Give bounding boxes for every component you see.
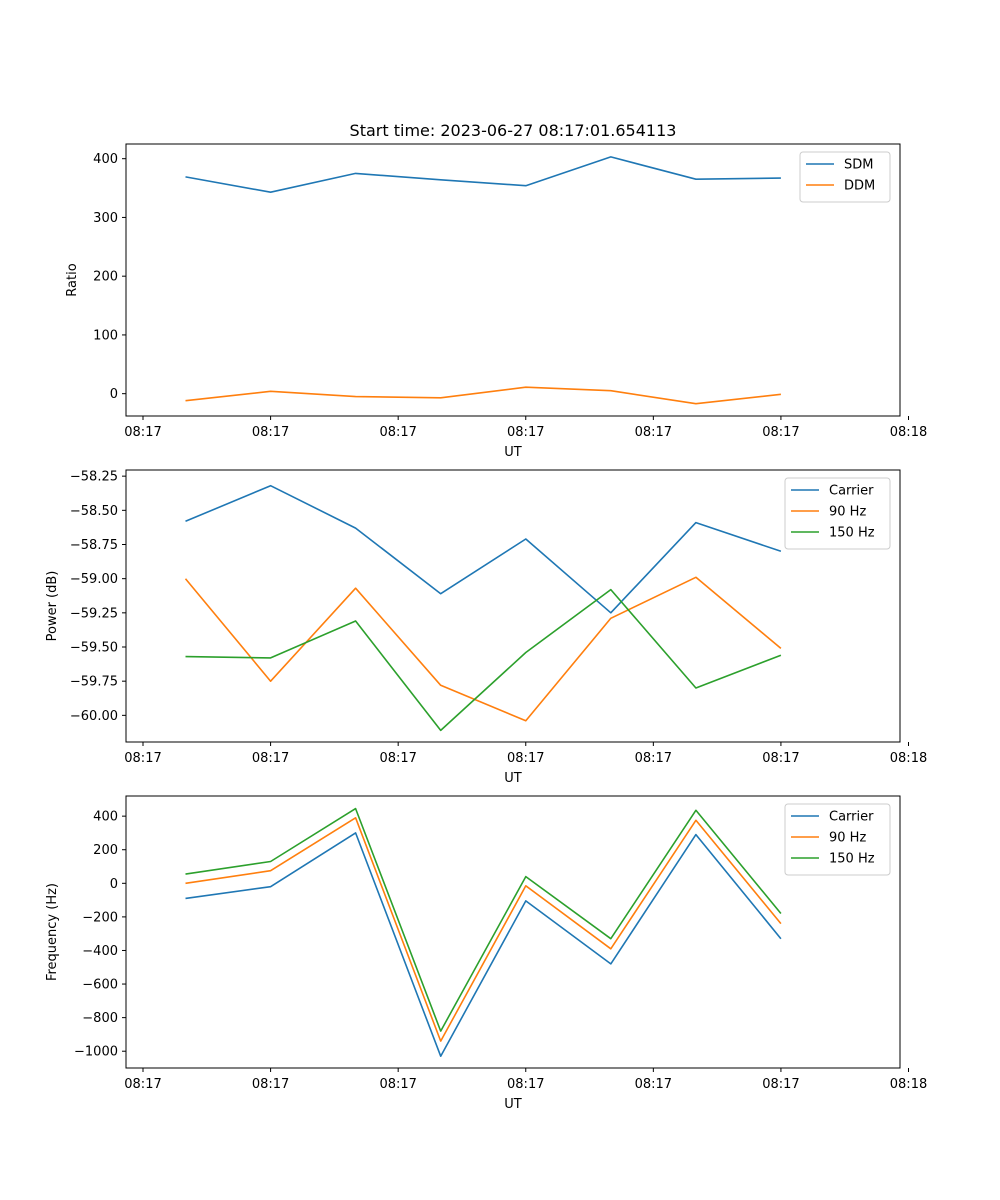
series-line-carrier xyxy=(185,832,782,1057)
x-tick-label: 08:17 xyxy=(379,425,416,440)
y-tick-label: −400 xyxy=(82,944,118,959)
x-axis-label: UT xyxy=(504,1097,522,1112)
axes-frame xyxy=(125,143,901,417)
y-tick-label: −58.75 xyxy=(70,538,118,553)
x-tick-label: 08:17 xyxy=(379,751,416,766)
x-tick-label: 08:17 xyxy=(635,751,672,766)
x-tick-label: 08:18 xyxy=(890,751,927,766)
y-tick-label: 0 xyxy=(110,387,118,402)
y-tick-label: 100 xyxy=(93,328,118,343)
x-axis-label: UT xyxy=(504,445,522,460)
x-tick-label: 08:17 xyxy=(507,751,544,766)
x-tick-label: 08:17 xyxy=(635,425,672,440)
x-tick-label: 08:17 xyxy=(252,751,289,766)
y-tick-label: 400 xyxy=(93,152,118,167)
y-tick-label: 300 xyxy=(93,211,118,226)
legend-label: 150 Hz xyxy=(829,852,875,867)
x-tick-label: 08:17 xyxy=(252,425,289,440)
x-tick-label: 08:17 xyxy=(124,1077,161,1092)
x-tick-label: 08:17 xyxy=(762,751,799,766)
y-tick-label: −600 xyxy=(82,978,118,993)
legend: Carrier 90 Hz 150 Hz xyxy=(784,477,891,550)
x-tick-label: 08:18 xyxy=(890,425,927,440)
legend-label: Carrier xyxy=(829,484,874,499)
series-line-ddm xyxy=(185,386,781,405)
y-axis-label: Power (dB) xyxy=(45,571,60,642)
y-tick-label: −1000 xyxy=(74,1045,118,1060)
legend: Carrier 90 Hz 150 Hz xyxy=(784,803,891,876)
y-tick-label: 200 xyxy=(93,843,118,858)
x-tick-label: 08:17 xyxy=(124,751,161,766)
y-tick-label: −59.50 xyxy=(70,641,118,656)
x-axis-label: UT xyxy=(504,771,522,786)
y-axis-label: Frequency (Hz) xyxy=(45,883,60,981)
legend-label: SDM xyxy=(844,158,873,173)
x-tick-label: 08:17 xyxy=(507,1077,544,1092)
y-tick-label: −59.75 xyxy=(70,675,118,690)
x-tick-label: 08:17 xyxy=(379,1077,416,1092)
y-tick-label: 400 xyxy=(93,810,118,825)
x-tick-label: 08:17 xyxy=(635,1077,672,1092)
series-line-150-hz xyxy=(185,588,782,732)
axes-frame xyxy=(125,795,901,1069)
series-line-150-hz xyxy=(185,807,782,1032)
x-tick-label: 08:17 xyxy=(507,425,544,440)
y-tick-label: −800 xyxy=(82,1011,118,1026)
y-tick-label: 200 xyxy=(93,270,118,285)
y-tick-label: −58.50 xyxy=(70,504,118,519)
x-tick-label: 08:17 xyxy=(762,1077,799,1092)
y-tick-label: −59.25 xyxy=(70,606,118,621)
legend-label: DDM xyxy=(844,179,875,194)
frequency-axes: 08:17 08:17 08:17 08:17 08:17 08:17 08:18 −1000… xyxy=(45,795,927,1112)
x-tick-label: 08:18 xyxy=(890,1077,927,1092)
legend-label: 90 Hz xyxy=(829,505,866,520)
series-line-carrier xyxy=(185,484,782,614)
y-tick-label: 0 xyxy=(110,877,118,892)
figure-title: Start time: 2023-06-27 08:17:01.654113 xyxy=(350,121,677,140)
y-tick-label: −200 xyxy=(82,910,118,925)
x-tick-label: 08:17 xyxy=(252,1077,289,1092)
y-axis-label: Ratio xyxy=(65,263,80,296)
series-line-sdm xyxy=(185,156,781,193)
y-tick-label: −60.00 xyxy=(70,709,118,724)
ratio-axes: 08:17 08:17 08:17 08:17 08:17 08:17 08:18 0 100 2… xyxy=(65,143,927,460)
legend: SDM DDM xyxy=(799,151,891,203)
series-line-90-hz xyxy=(184,576,782,722)
series-line-90-hz xyxy=(185,816,782,1042)
x-tick-label: 08:17 xyxy=(762,425,799,440)
x-tick-label: 08:17 xyxy=(124,425,161,440)
y-tick-label: −59.00 xyxy=(70,572,118,587)
power-axes: 08:17 08:17 08:17 08:17 08:17 08:17 08:18 −60.0… xyxy=(45,469,927,786)
y-tick-label: −58.25 xyxy=(70,470,118,485)
axes-frame xyxy=(125,469,901,743)
legend-label: Carrier xyxy=(829,810,874,825)
legend-label: 150 Hz xyxy=(829,526,875,541)
legend-label: 90 Hz xyxy=(829,831,866,846)
